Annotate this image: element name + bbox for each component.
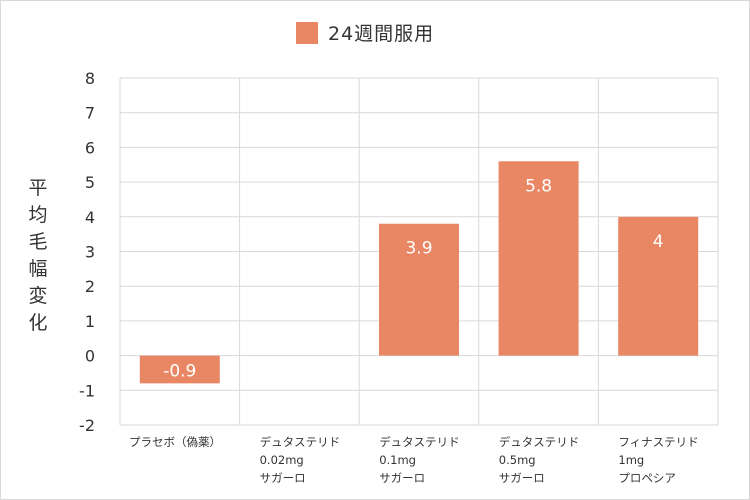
x-category-label: デュタステリド: [499, 435, 580, 449]
y-tick-label: 1: [85, 312, 95, 331]
x-category-label: サガーロ: [260, 471, 306, 485]
x-category-label: プロペシア: [618, 471, 676, 485]
bar: [139, 355, 220, 384]
bar-data-label: 4: [653, 232, 664, 252]
x-category-label: サガーロ: [379, 471, 425, 485]
y-tick-label: 5: [85, 173, 95, 192]
y-tick-label: 2: [85, 277, 95, 296]
bar-data-label: 3.9: [405, 239, 432, 259]
legend-label: 24週間服用: [328, 23, 434, 45]
y-tick-label: 4: [85, 208, 95, 227]
x-category-label: デュタステリド: [260, 435, 341, 449]
y-tick-label: 0: [85, 347, 95, 366]
y-tick-label: 3: [85, 243, 95, 262]
x-category-label: フィナステリド: [618, 435, 698, 449]
x-category-label: デュタステリド: [379, 435, 460, 449]
bar-data-label: -0.9: [163, 361, 196, 381]
x-axis-categories: プラセボ（偽薬） デュタステリド 0.02mg サガーロ デュタステリド 0.1mg サガー…: [129, 435, 699, 485]
bar: [379, 223, 459, 356]
y-tick-label: -2: [79, 416, 95, 435]
y-tick-label: 7: [85, 104, 95, 123]
y-tick-label: 8: [85, 69, 95, 88]
bar: [498, 161, 579, 356]
x-category-label: サガーロ: [499, 471, 545, 485]
bar-data-label: 5.8: [525, 176, 552, 196]
y-axis-title: 平均毛幅変化: [28, 177, 47, 334]
legend-swatch: [296, 22, 318, 44]
bar: [618, 216, 699, 356]
x-category-label: プラセボ（偽薬）: [129, 435, 221, 449]
y-tick-label: -1: [79, 381, 95, 400]
x-category-label: 1mg: [618, 453, 644, 467]
x-category-label: 0.5mg: [499, 453, 536, 467]
bars: -0.9 3.9 5.8 4: [139, 161, 699, 384]
y-axis-label: 平均毛幅変化: [28, 177, 47, 334]
y-tick-label: 6: [85, 138, 95, 157]
y-axis-ticks: -2 -1 0 1 2 3 4 5 6 7 8: [79, 69, 95, 435]
x-category-label: 0.02mg: [260, 453, 304, 467]
legend: 24週間服用: [296, 22, 434, 45]
x-category-label: 0.1mg: [379, 453, 416, 467]
